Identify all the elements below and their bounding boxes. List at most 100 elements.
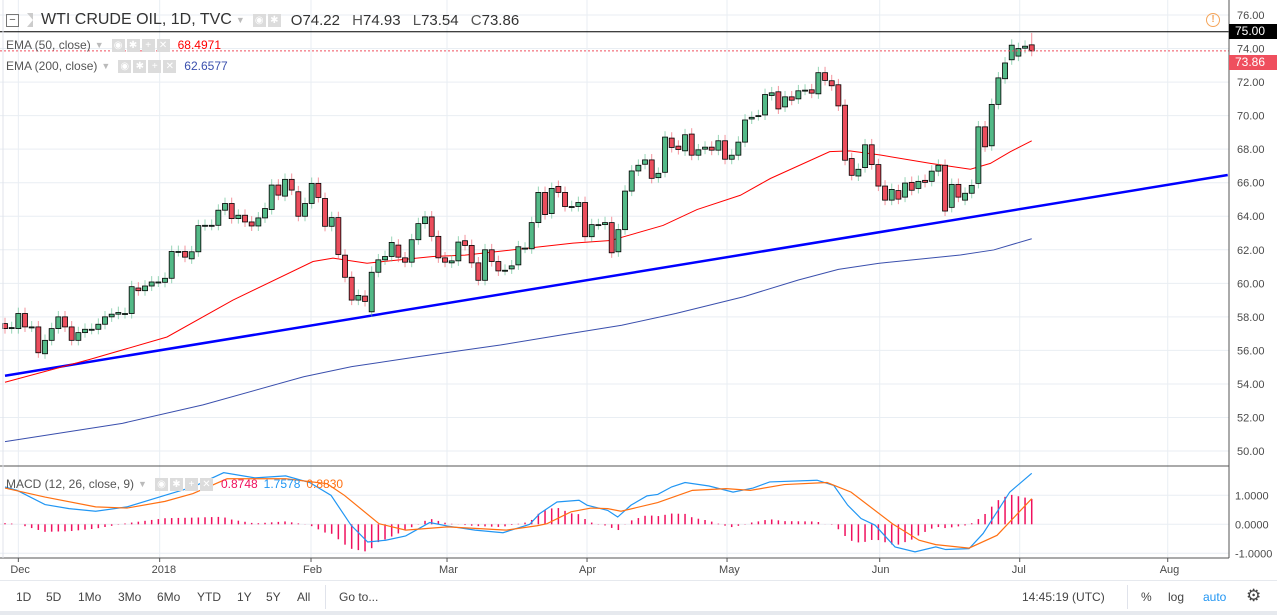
log-toggle[interactable]: log xyxy=(1168,590,1185,604)
candlestick-series xyxy=(2,32,1035,359)
close-value: 73.86 xyxy=(481,11,520,29)
candle-up xyxy=(128,286,135,314)
plus-icon[interactable]: + xyxy=(141,38,155,52)
candle-up xyxy=(122,313,128,315)
range-ytd-button[interactable]: YTD xyxy=(197,590,221,604)
candle-down xyxy=(648,159,655,179)
candle-down xyxy=(895,190,902,200)
warning-icon[interactable]: ! xyxy=(1206,13,1220,27)
candle-up xyxy=(802,89,808,92)
candle-up xyxy=(188,251,195,260)
candle-up xyxy=(75,332,82,341)
price-tick-label: 60.00 xyxy=(1237,278,1265,290)
candle-down xyxy=(248,221,255,227)
eye-icon[interactable]: ◉ xyxy=(111,38,125,52)
candle-down xyxy=(402,257,408,263)
candle-down xyxy=(722,140,728,160)
candle-up xyxy=(615,229,622,253)
eye-icon[interactable]: ◉ xyxy=(154,477,168,491)
chevron-down-icon[interactable]: ▼ xyxy=(101,61,111,71)
percent-toggle[interactable]: % xyxy=(1141,590,1152,604)
chevron-down-icon[interactable]: ▼ xyxy=(94,40,104,50)
candle-down xyxy=(428,216,435,237)
close-icon[interactable]: ✕ xyxy=(163,59,177,73)
range-1d-button[interactable]: 1D xyxy=(16,590,32,604)
goto-button[interactable]: Go to... xyxy=(339,590,379,604)
range-5y-button[interactable]: 5Y xyxy=(266,590,281,604)
candle-down xyxy=(35,326,42,354)
candle-up xyxy=(995,77,1002,105)
candle-up xyxy=(928,170,935,182)
chevron-down-icon[interactable]: ▼ xyxy=(235,15,245,25)
ohlc-values: O74.22 H74.93 L73.54 C73.86 xyxy=(291,12,519,29)
gear-icon[interactable]: ✱ xyxy=(126,38,140,52)
candle-down xyxy=(462,240,468,246)
candle-up xyxy=(888,189,895,201)
candle-down xyxy=(295,191,302,217)
price-tick-label: 64.00 xyxy=(1237,211,1265,223)
candle-down xyxy=(1028,44,1035,52)
high-value: 74.93 xyxy=(363,11,401,29)
range-6mo-button[interactable]: 6Mo xyxy=(157,590,181,604)
candle-up xyxy=(742,119,748,143)
candle-down xyxy=(442,257,448,263)
gear-icon[interactable]: ⚙ xyxy=(1246,586,1262,605)
gear-icon[interactable]: ✱ xyxy=(169,477,183,491)
candle-up xyxy=(635,164,642,172)
time-tick-label: Feb xyxy=(303,564,322,576)
gear-icon[interactable]: ✱ xyxy=(267,13,281,27)
candle-down xyxy=(335,217,342,255)
close-icon[interactable]: ✕ xyxy=(156,38,170,52)
macd-tick-label: 0.0000 xyxy=(1235,519,1269,531)
range-all-button[interactable]: All xyxy=(297,590,311,604)
flag-icon[interactable] xyxy=(27,13,33,27)
candle-down xyxy=(955,183,962,198)
candle-up xyxy=(762,94,768,116)
range-1mo-button[interactable]: 1Mo xyxy=(78,590,102,604)
candle-up xyxy=(382,256,388,261)
candle-up xyxy=(155,281,162,284)
candle-down xyxy=(275,184,282,196)
plus-icon[interactable]: + xyxy=(184,477,198,491)
range-1y-button[interactable]: 1Y xyxy=(237,590,252,604)
candle-down xyxy=(135,287,142,292)
bottom-toolbar: 1D 5D 1Mo 3Mo 6Mo YTD 1Y 5Y All Go to...… xyxy=(0,580,1277,613)
trend-line[interactable] xyxy=(4,173,1228,377)
gear-icon[interactable]: ✱ xyxy=(133,59,147,73)
candle-up xyxy=(782,96,788,108)
bottom-strip xyxy=(0,611,1277,615)
plus-icon[interactable]: + xyxy=(148,59,162,73)
collapse-icon[interactable]: − xyxy=(6,13,19,27)
candle-up xyxy=(88,328,95,331)
range-3mo-button[interactable]: 3Mo xyxy=(118,590,142,604)
candle-up xyxy=(235,214,242,219)
candle-down xyxy=(22,313,28,328)
trendline-segment xyxy=(4,173,1228,377)
candle-up xyxy=(148,281,155,287)
candle-up xyxy=(82,328,88,334)
candle-down xyxy=(828,80,835,87)
close-icon[interactable]: ✕ xyxy=(199,477,213,491)
time-tick-label: 2018 xyxy=(152,564,176,576)
chevron-down-icon[interactable]: ▼ xyxy=(138,479,147,489)
time-tick-label: Jul xyxy=(1012,564,1026,576)
candle-up xyxy=(595,224,602,227)
candle-up xyxy=(355,294,362,301)
price-tick-label: 58.00 xyxy=(1237,312,1265,324)
candle-down xyxy=(542,192,548,215)
eye-icon[interactable]: ◉ xyxy=(252,13,266,27)
price-tick-label: 66.00 xyxy=(1237,178,1265,190)
eye-icon[interactable]: ◉ xyxy=(118,59,132,73)
candle-up xyxy=(162,277,168,283)
candle-up xyxy=(388,242,395,257)
chart-canvas[interactable]: 76.00 74.00 72.00 70.00 68.00 66.00 64.00 62.00… xyxy=(0,0,1277,580)
auto-toggle[interactable]: auto xyxy=(1203,590,1227,604)
ema200-value: 62.6577 xyxy=(184,59,228,73)
candle-down xyxy=(395,244,402,258)
range-5d-button[interactable]: 5D xyxy=(46,590,62,604)
candle-up xyxy=(715,140,722,151)
candle-up xyxy=(515,246,522,266)
macd-legend: MACD (12, 26, close, 9) ▼ ◉ ✱ + ✕ 0.8748 1.… xyxy=(6,477,343,491)
price-tick-label: 62.00 xyxy=(1237,245,1265,257)
symbol-title: WTI CRUDE OIL, 1D, TVC xyxy=(41,11,232,28)
